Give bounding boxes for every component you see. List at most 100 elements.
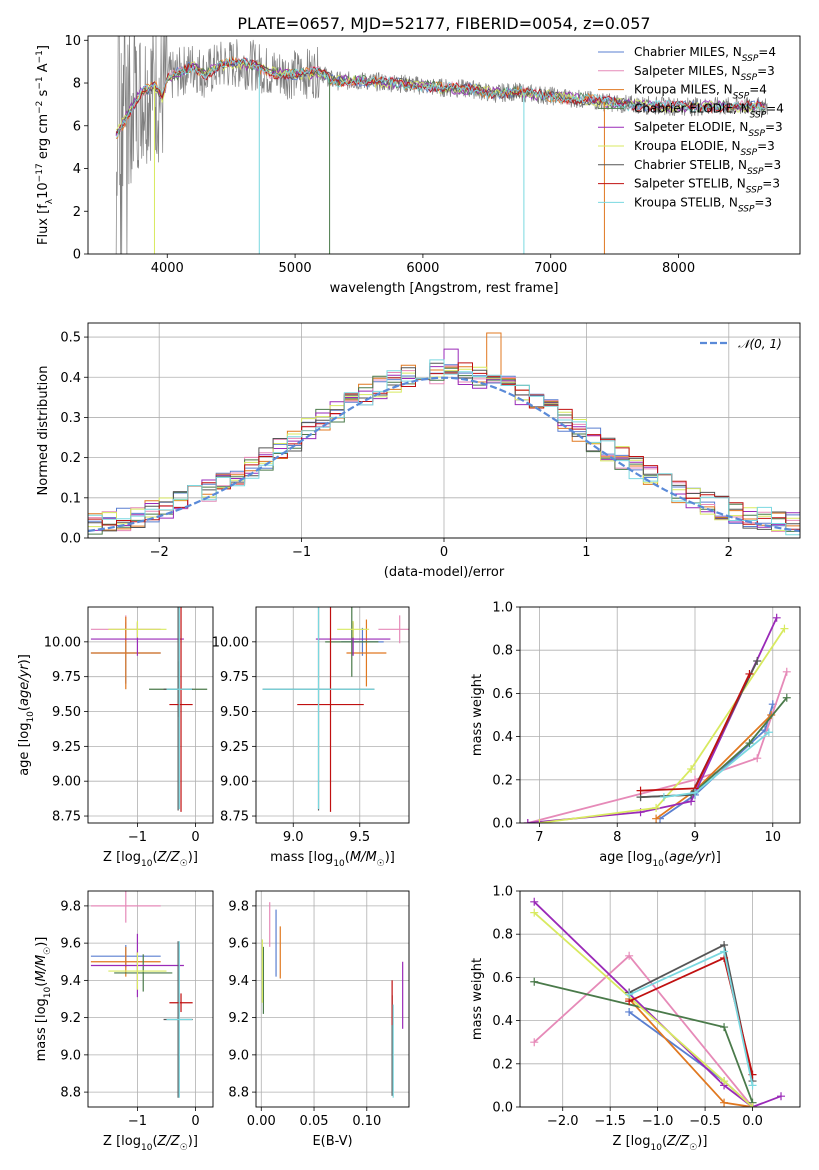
gaussian-curve (88, 376, 800, 533)
weight-point (652, 814, 661, 823)
weight-point (753, 657, 762, 665)
weight-point (753, 754, 762, 763)
weight-series-5 (539, 628, 786, 823)
y-tick-label: 0.2 (492, 1057, 513, 1072)
weight-point (636, 786, 645, 795)
weight-point (780, 624, 789, 633)
x-tick-label: 0.10 (352, 1114, 381, 1129)
axes-frame: 9.0 9.5 8.75 9.00 9.25 9.50 9.75 10.00 (212, 606, 410, 845)
y-tick-label: 8 (73, 77, 81, 92)
y-axis-label: mass [log10(M/M☉)] (34, 937, 53, 1062)
x-tick-label: 0.00 (247, 1114, 276, 1129)
weight-series-5 (533, 911, 754, 1107)
plot-area (262, 607, 409, 812)
weight-point (764, 728, 773, 737)
model-spectrum (115, 57, 766, 138)
y-tick-label: 9.75 (220, 670, 249, 685)
y-tick-label: 9.8 (228, 899, 249, 914)
weight-point (535, 819, 544, 823)
x-tick-label: 0.0 (742, 1114, 763, 1129)
y-tick-label: 0.0 (492, 817, 513, 832)
panel-age_vs_mass: 9.0 9.5 8.75 9.00 9.25 9.50 9.75 10.00 mass [log… (212, 606, 410, 869)
legend-label: Salpeter MILES, NSSP=3 (634, 64, 775, 83)
weight-point (748, 1103, 757, 1107)
y-tick-label: 8.75 (52, 810, 81, 825)
plot-area (523, 613, 791, 823)
histogram-4 (88, 348, 800, 531)
plot-area (261, 902, 404, 1098)
legend-label: Kroupa MILES, NSSP=4 (634, 83, 767, 102)
legend-label: Kroupa STELIB, NSSP=3 (634, 195, 772, 214)
y-axis-label: mass weight (470, 958, 485, 1040)
weight-point (745, 669, 754, 678)
y-tick-label: 9.2 (60, 1011, 81, 1026)
panel-age_vs_Z: −1 0 8.75 9.00 9.25 9.50 9.75 10.00 Z [log10(Z/Z… (17, 606, 214, 869)
axes-frame: −2.0 −1.5 −1.0 −0.5 0.0 0.0 0.2 0.4 0.6 0.8 1.0 (492, 885, 801, 1129)
weight-point (625, 990, 634, 999)
x-tick-label: 4000 (151, 261, 184, 276)
y-axis-label: mass weight (470, 674, 485, 756)
weight-point (530, 977, 539, 986)
y-tick-label: 9.6 (228, 937, 249, 952)
y-tick-label: 0.4 (60, 371, 81, 386)
weight-point (777, 1092, 786, 1101)
weight-point (748, 1081, 757, 1090)
legend-label: Salpeter STELIB, NSSP=3 (634, 177, 780, 196)
y-tick-label: 9.0 (60, 1048, 81, 1063)
axes-border (255, 606, 410, 824)
axes-frame: 7 8 9 10 0.0 0.2 0.4 0.6 0.8 1.0 (492, 601, 801, 845)
x-tick-label: 7000 (534, 261, 567, 276)
x-axis-label: (data-model)/error (384, 565, 505, 580)
x-tick-label: 0.05 (300, 1114, 329, 1129)
x-axis-label: wavelength [Angstrom, rest frame] (330, 281, 559, 296)
y-tick-label: 9.00 (220, 775, 249, 790)
weight-point (687, 765, 696, 773)
weight-point (782, 667, 791, 676)
legend-label: Kroupa ELODIE, NSSP=3 (634, 139, 775, 158)
axes-frame: −1 0 8.75 9.00 9.25 9.50 9.75 10.00 (44, 606, 214, 845)
y-tick-label: 2 (73, 205, 81, 220)
x-tick-label: −2.0 (547, 1114, 579, 1129)
weight-point (720, 947, 729, 956)
y-tick-label: 9.50 (220, 705, 249, 720)
weight-series-4 (527, 617, 778, 823)
y-tick-label: 9.4 (60, 974, 81, 989)
x-axis-label: E(B-V) (312, 1134, 352, 1149)
y-tick-label: 9.50 (52, 705, 81, 720)
y-axis-label: Normed distribution (36, 366, 51, 496)
weight-series-1 (527, 671, 788, 823)
y-tick-label: 0.0 (492, 1101, 513, 1116)
y-tick-label: 9.8 (60, 899, 81, 914)
y-tick-label: 1.0 (492, 885, 513, 900)
panel-mass_vs_Z: −1 0 8.8 9.0 9.2 9.4 9.6 9.8 Z [log10(Z/Z☉)] mass… (34, 890, 214, 1153)
x-axis-label: age [log10(age/yr)] (599, 850, 721, 869)
panel-residuals: −2 −1 0 1 2 0.0 0.1 0.2 0.3 0.4 0.5 𝒩(0, 1) (data-mo… (36, 322, 801, 580)
panel-mass_vs_EBV: 0.00 0.05 0.10 8.8 9.0 9.2 9.4 9.6 9.8 E(B-V) (228, 890, 410, 1149)
y-tick-label: 8.75 (220, 810, 249, 825)
x-tick-label: 8000 (662, 261, 695, 276)
y-tick-label: 0.6 (492, 687, 513, 702)
y-tick-label: 1.0 (492, 601, 513, 616)
y-tick-label: 9.00 (52, 775, 81, 790)
x-axis-label: mass [log10(M/M☉)] (270, 850, 395, 869)
weight-series-1 (533, 954, 754, 1107)
y-tick-label: 6 (73, 119, 81, 134)
plot-area (90, 891, 193, 1098)
axes-border (87, 35, 801, 255)
x-tick-label: 0 (191, 830, 199, 845)
axes-border (87, 322, 801, 539)
weight-point (720, 1098, 729, 1107)
y-tick-label: 9.75 (52, 670, 81, 685)
x-tick-label: −1 (128, 1114, 147, 1129)
weight-series-0 (659, 703, 774, 820)
y-tick-label: 9.25 (52, 740, 81, 755)
x-tick-label: 9.0 (283, 830, 304, 845)
y-tick-label: 10.00 (212, 635, 249, 650)
x-tick-label: −1 (128, 830, 147, 845)
y-tick-label: 9.0 (228, 1048, 249, 1063)
axes-border (87, 890, 214, 1108)
legend-label: Chabrier MILES, NSSP=4 (634, 45, 776, 64)
panel-weight_vs_age: 7 8 9 10 0.0 0.2 0.4 0.6 0.8 1.0 age [log10(age/yr… (470, 601, 801, 869)
histogram-8 (88, 359, 800, 536)
